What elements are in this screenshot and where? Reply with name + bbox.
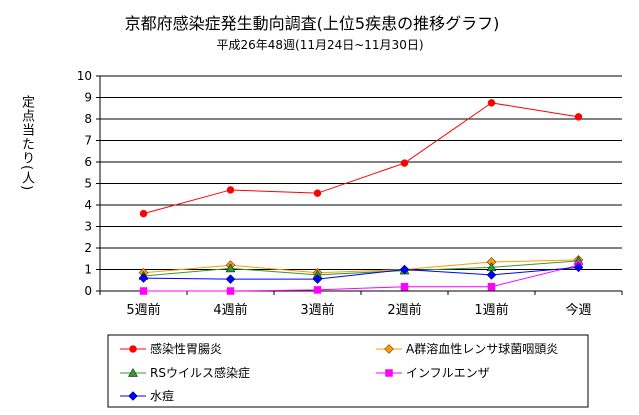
- series-line: [143, 266, 579, 280]
- y-tick-label: 8: [84, 112, 92, 126]
- y-tick-label: 3: [84, 220, 92, 234]
- legend-marker: [384, 344, 394, 354]
- legend-marker: [385, 369, 393, 377]
- legend-marker: [128, 367, 138, 377]
- series-line: [143, 264, 579, 292]
- legend-label: 感染性胃腸炎: [150, 341, 222, 356]
- y-tick-label: 9: [84, 91, 92, 105]
- legend-marker: [129, 345, 137, 353]
- legend-label: インフルエンザ: [406, 366, 490, 380]
- y-tick-label: 4: [84, 198, 92, 212]
- series-line: [143, 102, 579, 215]
- data-point: [487, 282, 496, 291]
- legend-label: 水痘: [150, 388, 174, 403]
- data-point: [400, 282, 409, 291]
- legend-marker: [128, 391, 138, 401]
- x-tick-label: 3週前: [300, 302, 334, 318]
- x-tick-label: 今週: [565, 302, 591, 318]
- data-point: [313, 286, 322, 294]
- data-point: [226, 186, 235, 194]
- legend-label: A群溶血性レンサ球菌咽頭炎: [406, 341, 558, 356]
- y-tick-label: 5: [84, 177, 92, 191]
- data-point: [400, 159, 409, 167]
- y-tick-label: 10: [77, 69, 92, 83]
- chart-title: 京都府感染症発生動向調査(上位5疾患の推移グラフ): [124, 14, 500, 33]
- data-point: [313, 189, 322, 197]
- data-point: [226, 287, 235, 295]
- data-point: [139, 209, 148, 218]
- series-line: [143, 259, 579, 274]
- y-tick-label: 7: [84, 134, 92, 148]
- data-point: [312, 274, 323, 285]
- legend-label: RSウイルス感染症: [150, 365, 250, 380]
- data-point: [138, 273, 149, 283]
- data-point: [225, 263, 236, 273]
- x-tick-label: 5週前: [126, 302, 160, 318]
- x-tick-label: 2週前: [387, 302, 421, 318]
- chart-subtitle: 平成26年48週(11月24日~11月30日): [216, 38, 424, 52]
- y-tick-label: 2: [84, 241, 92, 255]
- data-point: [225, 274, 236, 285]
- data-point: [486, 270, 497, 280]
- legend-box: [107, 334, 589, 408]
- x-tick-label: 1週前: [474, 302, 508, 318]
- data-point: [139, 287, 148, 295]
- data-point: [487, 99, 496, 107]
- y-axis-label: 定点当たり(人): [19, 95, 34, 192]
- data-point: [574, 113, 583, 121]
- data-point: [399, 264, 410, 275]
- y-tick-label: 1: [84, 263, 92, 277]
- y-tick-label: 6: [84, 155, 92, 169]
- x-tick-label: 4週前: [213, 302, 247, 318]
- series-line: [143, 260, 579, 277]
- data-point: [573, 262, 584, 273]
- y-tick-label: 0: [84, 284, 92, 298]
